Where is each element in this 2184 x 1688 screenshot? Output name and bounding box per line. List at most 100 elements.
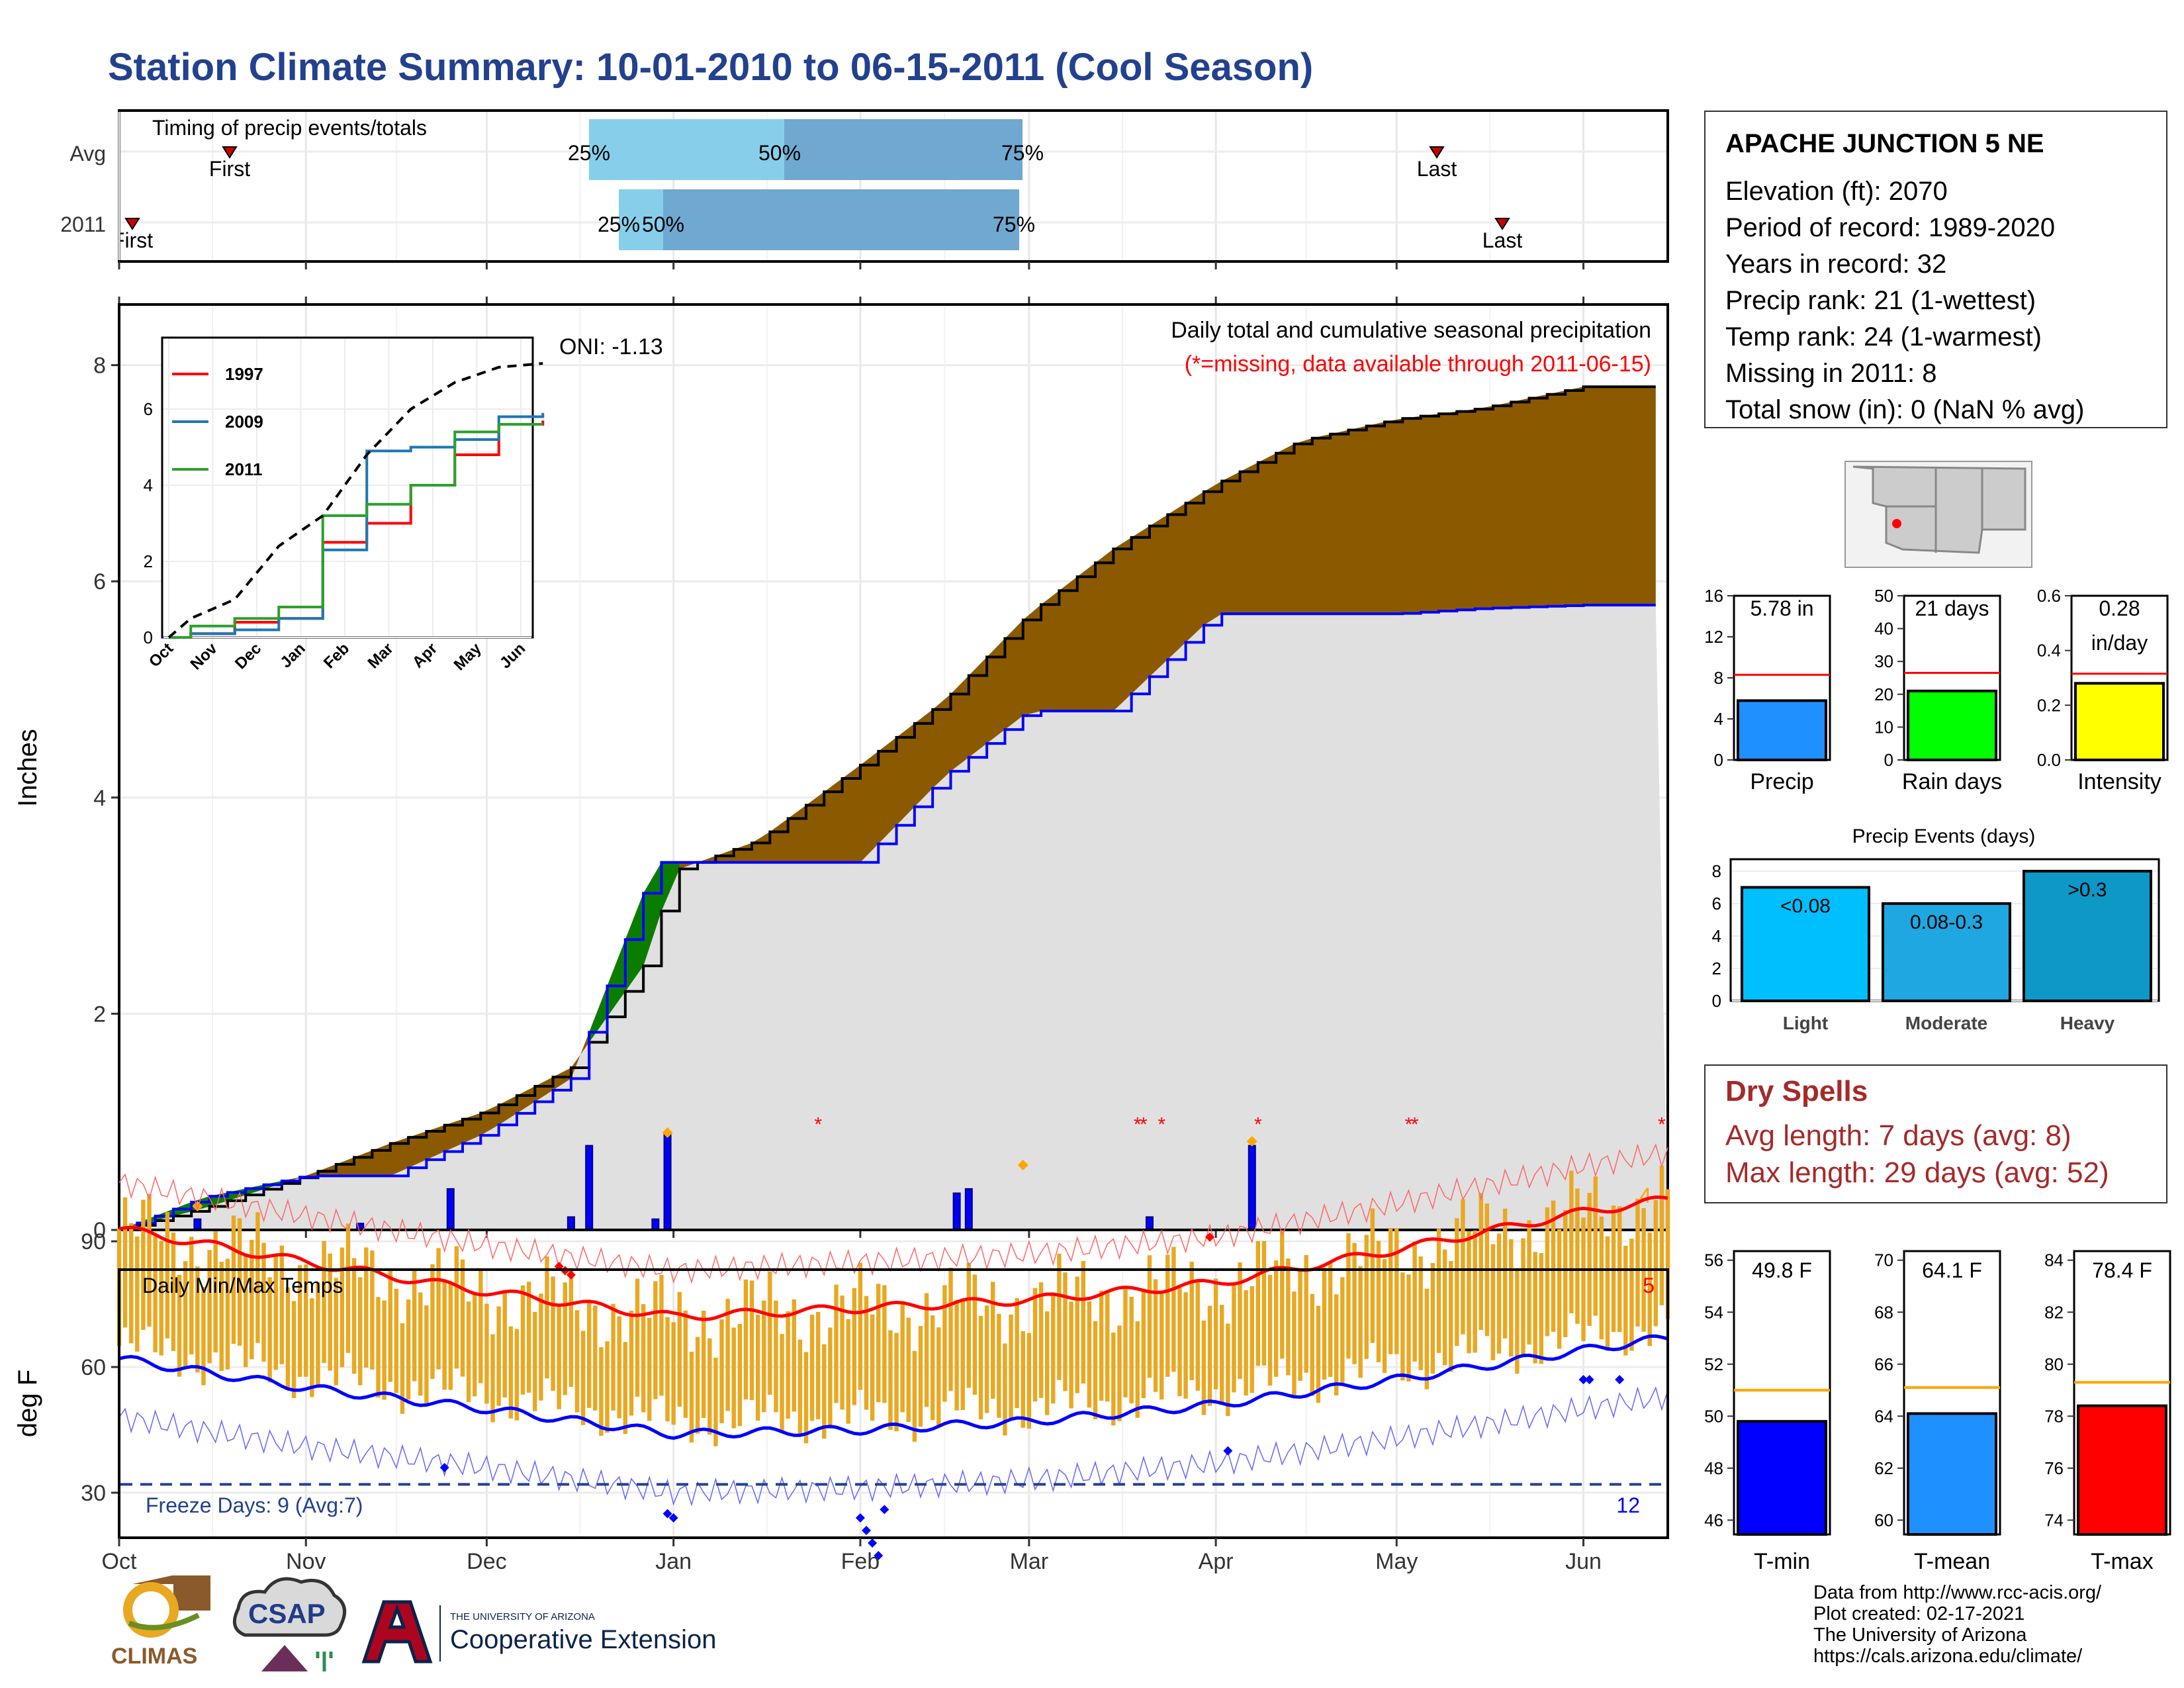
daily-temp-bar (1635, 1198, 1640, 1327)
summary-value-label: 5.78 in (1750, 596, 1813, 620)
avg-iqr-dark (784, 119, 1023, 180)
temps-border (118, 1268, 1669, 1539)
daily-temp-bar (261, 1243, 266, 1362)
y2011-iqr-dark (663, 189, 1019, 250)
daily-temp-bar (297, 1265, 302, 1377)
daily-temp-bar (526, 1282, 531, 1393)
daily-temp-bar (1183, 1292, 1188, 1399)
summary-label: Rain days (1902, 769, 2002, 794)
daily-temp-bar (605, 1341, 610, 1433)
daily-temp-bar (1545, 1207, 1550, 1336)
daily-temp-bar (430, 1264, 435, 1380)
temp-summary-tick-label: 66 (1874, 1354, 1893, 1374)
daily-temp-bar (997, 1313, 1001, 1418)
daily-temp-bar (1123, 1286, 1128, 1397)
daily-temp-bar (1093, 1321, 1098, 1419)
daily-precip-bar (1145, 1216, 1154, 1231)
daily-temp-bar (1280, 1230, 1285, 1359)
map-borders (1886, 469, 1983, 553)
daily-temp-bar (322, 1241, 326, 1364)
daily-temp-bar (376, 1297, 381, 1398)
y2011-q50-label: 50% (642, 212, 684, 236)
daily-temp-bar (400, 1323, 405, 1414)
daily-temp-bar (1003, 1343, 1007, 1436)
daily-temp-bar (412, 1268, 417, 1382)
daily-temp-bar (1593, 1176, 1598, 1316)
daily-temp-bar (659, 1274, 664, 1396)
y2011-q25-label: 25% (598, 212, 640, 236)
temp-summary-tick-label: 68 (1874, 1302, 1893, 1322)
avg-last-marker (1429, 146, 1445, 159)
daily-temp-bar (1238, 1262, 1242, 1380)
daily-temp-bar (1038, 1282, 1044, 1398)
y2011-iqr-light (619, 189, 663, 250)
daily-temp-bar (906, 1317, 911, 1423)
summary-bar (1907, 689, 1997, 761)
temp-value-label: 78.4 F (2092, 1258, 2152, 1282)
temp-summary-tick-label: 74 (2044, 1510, 2064, 1530)
csap-cloud (232, 1577, 347, 1637)
station-period: Period of record: 1989-2020 (1725, 213, 2056, 242)
climas-logo: CLIMAS (111, 1575, 210, 1669)
record-high-marker (1205, 1232, 1215, 1242)
daily-temp-bar (1455, 1218, 1459, 1346)
record-daily-marker (1017, 1160, 1028, 1171)
daily-temp-bar (725, 1299, 730, 1411)
daily-temp-bar (508, 1326, 514, 1419)
daily-temp-bar (834, 1284, 839, 1403)
month-label: Jan (655, 1549, 692, 1574)
temp-summary-tick-label: 70 (1874, 1250, 1893, 1270)
event-category-label: Heavy (2060, 1013, 2115, 1033)
dry-avg-length: Avg length: 7 days (avg: 8) (1725, 1119, 2071, 1152)
daily-temp-bar (803, 1352, 809, 1444)
daily-temp-bar (1364, 1235, 1369, 1359)
avg-last-label: Last (1417, 157, 1457, 181)
inset-legend-label: 2009 (225, 412, 263, 432)
temp-summary-label: T-mean (1914, 1549, 1990, 1574)
precip-y-tick-label: 4 (93, 786, 106, 811)
summary-tick-label: 50 (1874, 586, 1893, 606)
daily-temp-bar (1490, 1244, 1496, 1360)
month-label: Mar (1010, 1549, 1049, 1574)
daily-temp-bar (894, 1333, 899, 1432)
daily-temp-bar (436, 1248, 441, 1370)
summary-value-label: in/day (2091, 631, 2148, 655)
daily-temp-bar (291, 1301, 296, 1398)
daily-temp-bar (1244, 1290, 1248, 1396)
daily-temp-bar (888, 1330, 893, 1430)
climas-emblem (132, 1575, 210, 1611)
daily-temp-bar (1473, 1230, 1477, 1353)
daily-temp-bar (231, 1215, 236, 1344)
temps-y-label: deg F (13, 1370, 42, 1437)
daily-temp-bar (1141, 1289, 1146, 1399)
daily-temp-bar (460, 1259, 465, 1377)
month-axis: Oct Nov Dec Jan Feb Mar Apr May Jun (102, 1538, 1602, 1574)
temp-summary-bar (2077, 1404, 2167, 1536)
station-name: APACHE JUNCTION 5 NE (1725, 129, 2044, 158)
y2011-first-marker (124, 218, 140, 230)
daily-temp-bar (1659, 1166, 1664, 1305)
daily-temp-bar (159, 1241, 163, 1356)
record-low-marker (874, 1550, 884, 1560)
timing-panel: Timing of precip events/totals Avg 2011 … (60, 109, 1669, 269)
temp-value-label: 64.1 F (1922, 1258, 1982, 1282)
daily-temp-bar (442, 1282, 447, 1390)
temp-summary-tick-label: 64 (1874, 1406, 1893, 1426)
events-tick-label: 6 (1712, 894, 1721, 914)
daily-temp-bar (749, 1280, 754, 1401)
temp-summary-tick-label: 84 (2044, 1250, 2064, 1270)
csap-cactus (316, 1652, 333, 1671)
daily-temp-bar (972, 1274, 978, 1395)
station-info-box: APACHE JUNCTION 5 NE Elevation (ft): 207… (1704, 111, 2167, 428)
daily-temp-bar (141, 1199, 146, 1330)
footer-line: The University of Arizona (1813, 1624, 2027, 1646)
month-label: Feb (841, 1549, 880, 1574)
daily-temp-bar (351, 1258, 357, 1374)
daily-temp-bar (762, 1300, 766, 1413)
daily-temp-bar (310, 1298, 314, 1397)
avg-iqr-light (589, 119, 784, 180)
daily-temp-bar (1159, 1292, 1164, 1400)
daily-temp-bar (1232, 1284, 1236, 1393)
month-label: Dec (467, 1549, 506, 1574)
